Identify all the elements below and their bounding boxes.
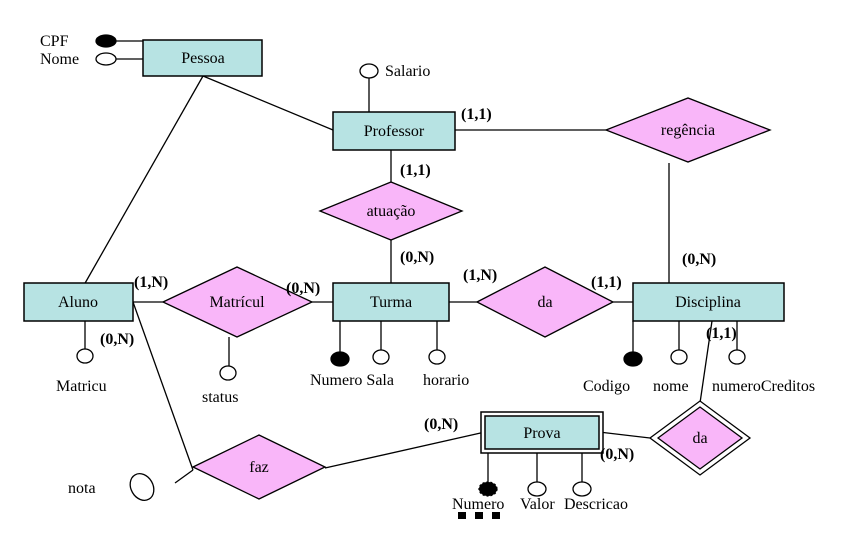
- entity-prova-label: Prova: [523, 425, 560, 442]
- attr-horario-marker: [428, 349, 446, 365]
- card-turma-matricula: (0,N): [286, 280, 320, 297]
- card-prof-atuacao: (1,1): [400, 162, 431, 179]
- entity-pessoa: Pessoa: [142, 39, 263, 77]
- attr-descricao-marker: [572, 481, 592, 497]
- line-prova-da2: [598, 431, 651, 439]
- connector-lines: [83, 40, 738, 484]
- entity-prova-weak: Prova: [480, 411, 604, 454]
- relationship-da-prova-disciplina-weak: da: [648, 400, 752, 476]
- attr-valor-marker: [527, 481, 547, 497]
- partial-key-square-2: [475, 512, 483, 519]
- attr-codigo-label: Codigo: [583, 378, 630, 395]
- attr-valor-label: Valor: [520, 496, 555, 513]
- attr-horario-label: horario: [423, 372, 469, 389]
- attr-cpf-label: CPF: [40, 33, 69, 50]
- line-disciplina-da2: [699, 320, 713, 404]
- attr-sala-marker: [372, 349, 390, 365]
- relationship-matricula: Matrícul: [161, 266, 314, 338]
- attr-descricao-label: Descricao: [564, 496, 628, 513]
- relationship-atuacao: atuação: [318, 181, 464, 241]
- entity-turma: Turma: [332, 282, 450, 322]
- line-pessoa-aluno: [83, 75, 204, 286]
- attr-nota-marker: [129, 473, 155, 501]
- attr-prova-numero-label: Numero: [452, 496, 504, 513]
- attr-numero-creditos-label: numeroCreditos: [712, 378, 815, 395]
- attr-numero-sala-label: Numero Sala: [310, 372, 394, 389]
- attr-status-marker: [219, 365, 237, 381]
- relationship-matricula-label: Matrícul: [209, 294, 265, 311]
- card-turma-atuacao: (0,N): [400, 249, 434, 266]
- card-aluno-faz: (0,N): [100, 331, 134, 348]
- cardinalities: (1,1) (1,1) (0,N) (0,N) (1,N) (0,N) (0,N…: [100, 106, 737, 463]
- entity-professor: Professor: [332, 111, 456, 151]
- relationship-da-turma-disciplina: da: [475, 266, 615, 338]
- entity-aluno-label: Aluno: [58, 294, 98, 311]
- relationship-faz-label: faz: [249, 459, 269, 476]
- relationship-regencia: regência: [604, 97, 772, 163]
- line-aluno-faz: [132, 301, 194, 471]
- card-disc-da: (1,1): [591, 274, 622, 291]
- card-prova-da: (0,N): [600, 446, 634, 463]
- relationship-faz: faz: [191, 434, 327, 500]
- attr-nome-label: Nome: [40, 51, 79, 68]
- attr-numero-creditos-marker: [728, 349, 746, 365]
- entity-pessoa-label: Pessoa: [181, 50, 225, 67]
- attr-salario-marker: [359, 63, 379, 79]
- card-prova-faz: (0,N): [424, 416, 458, 433]
- card-disc-prova-da: (1,1): [706, 325, 737, 342]
- relationship-atuacao-label: atuação: [367, 203, 416, 220]
- attr-status-label: status: [202, 389, 238, 406]
- attr-nota-label: nota: [68, 480, 96, 497]
- attr-codigo-key-marker: [623, 351, 643, 367]
- attributes: CPF Nome Salario Matricu status Numero S…: [40, 33, 815, 519]
- attr-cpf-key-marker: [95, 34, 117, 48]
- relationship-da2-label: da: [692, 430, 707, 447]
- partial-key-square-3: [492, 512, 500, 519]
- attr-matricu-marker: [76, 348, 94, 364]
- relationship-da-label: da: [537, 294, 552, 311]
- relationship-regencia-label: regência: [661, 122, 715, 139]
- entity-disciplina-label: Disciplina: [675, 294, 741, 311]
- attr-salario-label: Salario: [385, 63, 430, 80]
- card-aluno-matricula: (1,N): [134, 274, 168, 291]
- attr-prova-numero-partial-key-marker: [478, 481, 498, 497]
- card-prof-regencia: (1,1): [461, 106, 492, 123]
- entity-aluno: Aluno: [23, 282, 134, 322]
- line-nota: [174, 469, 194, 484]
- attr-numero-sala-key-marker: [330, 351, 350, 367]
- line-pessoa-professor: [202, 75, 334, 131]
- entity-turma-label: Turma: [370, 294, 412, 311]
- entity-professor-label: Professor: [364, 123, 425, 140]
- line-faz-prova: [324, 431, 486, 469]
- card-disc-regencia: (0,N): [682, 251, 716, 268]
- partial-key-square-1: [458, 512, 466, 519]
- attr-matricu-label: Matricu: [56, 378, 107, 395]
- card-turma-da: (1,N): [463, 267, 497, 284]
- attr-disc-nome-marker: [670, 349, 688, 365]
- entity-disciplina: Disciplina: [632, 282, 785, 322]
- attr-nome-marker: [95, 52, 117, 66]
- attr-disc-nome-label: nome: [653, 378, 689, 395]
